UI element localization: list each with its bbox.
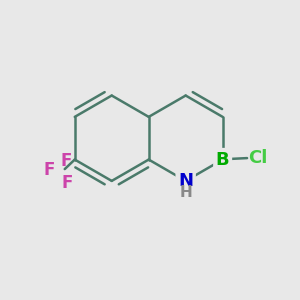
- Text: H: H: [179, 185, 192, 200]
- Text: F: F: [43, 161, 55, 179]
- Text: F: F: [60, 152, 72, 170]
- Text: N: N: [178, 172, 193, 190]
- Text: B: B: [216, 151, 230, 169]
- Text: F: F: [62, 173, 73, 191]
- Text: Cl: Cl: [248, 148, 267, 166]
